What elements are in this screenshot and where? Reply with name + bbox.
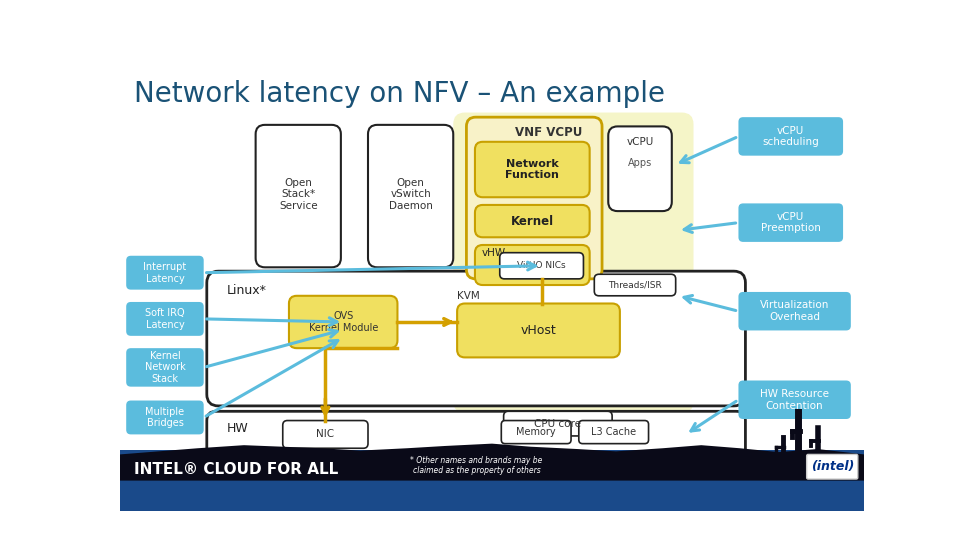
FancyBboxPatch shape bbox=[453, 112, 693, 413]
FancyBboxPatch shape bbox=[501, 421, 571, 444]
FancyBboxPatch shape bbox=[126, 256, 204, 289]
Text: vHost: vHost bbox=[520, 324, 557, 337]
FancyBboxPatch shape bbox=[289, 296, 397, 348]
FancyBboxPatch shape bbox=[475, 142, 589, 197]
FancyBboxPatch shape bbox=[609, 126, 672, 211]
FancyBboxPatch shape bbox=[806, 455, 858, 479]
FancyBboxPatch shape bbox=[500, 253, 584, 279]
Text: Interrupt
Latency: Interrupt Latency bbox=[143, 262, 186, 284]
FancyBboxPatch shape bbox=[504, 411, 612, 436]
Text: vHW: vHW bbox=[482, 248, 506, 259]
Text: HW: HW bbox=[227, 422, 249, 435]
FancyBboxPatch shape bbox=[467, 117, 602, 279]
FancyBboxPatch shape bbox=[206, 411, 745, 464]
FancyBboxPatch shape bbox=[475, 205, 589, 237]
FancyBboxPatch shape bbox=[206, 271, 745, 406]
Bar bbox=[120, 450, 864, 511]
Text: Linux*: Linux* bbox=[227, 284, 267, 297]
Text: VirtIO NICs: VirtIO NICs bbox=[517, 261, 565, 270]
Text: INTEL® CLOUD FOR ALL: INTEL® CLOUD FOR ALL bbox=[134, 462, 338, 477]
FancyBboxPatch shape bbox=[126, 302, 204, 336]
FancyBboxPatch shape bbox=[579, 421, 649, 444]
Text: VNF VCPU: VNF VCPU bbox=[516, 126, 583, 139]
Text: Threads/ISR: Threads/ISR bbox=[608, 280, 661, 289]
Text: Open
vSwitch
Daemon: Open vSwitch Daemon bbox=[389, 178, 433, 211]
Text: Network
Function: Network Function bbox=[505, 159, 560, 180]
Text: Kernel
Network
Stack: Kernel Network Stack bbox=[145, 351, 185, 384]
FancyBboxPatch shape bbox=[368, 125, 453, 267]
FancyBboxPatch shape bbox=[738, 292, 851, 330]
FancyBboxPatch shape bbox=[738, 204, 843, 242]
FancyBboxPatch shape bbox=[475, 245, 589, 285]
Text: Soft IRQ
Latency: Soft IRQ Latency bbox=[145, 308, 184, 330]
Text: Virtualization
Overhead: Virtualization Overhead bbox=[760, 300, 829, 322]
FancyBboxPatch shape bbox=[738, 117, 843, 156]
Text: CPU core: CPU core bbox=[535, 418, 582, 429]
Text: OVS
Kernel Module: OVS Kernel Module bbox=[308, 311, 378, 333]
Text: NIC: NIC bbox=[316, 429, 334, 440]
Text: Open
Stack*
Service: Open Stack* Service bbox=[279, 178, 318, 211]
Text: vCPU
Preemption: vCPU Preemption bbox=[761, 212, 821, 233]
FancyBboxPatch shape bbox=[283, 421, 368, 448]
Text: Apps: Apps bbox=[628, 158, 652, 168]
Polygon shape bbox=[120, 444, 864, 481]
FancyBboxPatch shape bbox=[255, 125, 341, 267]
FancyBboxPatch shape bbox=[738, 381, 851, 419]
Text: Kernel: Kernel bbox=[511, 214, 554, 228]
FancyBboxPatch shape bbox=[126, 401, 204, 434]
Text: HW Resource
Contention: HW Resource Contention bbox=[760, 389, 829, 410]
Text: Multiple
Bridges: Multiple Bridges bbox=[145, 407, 184, 428]
FancyBboxPatch shape bbox=[126, 348, 204, 387]
Text: Network latency on NFV – An example: Network latency on NFV – An example bbox=[134, 80, 665, 108]
Text: * Other names and brands may be
claimed as the property of others: * Other names and brands may be claimed … bbox=[410, 456, 542, 475]
Text: KVM: KVM bbox=[457, 291, 480, 301]
Text: Memory: Memory bbox=[516, 427, 556, 437]
Text: L3 Cache: L3 Cache bbox=[591, 427, 636, 437]
Text: (intel): (intel) bbox=[810, 460, 853, 473]
Text: vCPU
scheduling: vCPU scheduling bbox=[762, 126, 819, 147]
Text: vCPU: vCPU bbox=[626, 137, 654, 147]
FancyBboxPatch shape bbox=[594, 274, 676, 296]
FancyBboxPatch shape bbox=[457, 303, 620, 357]
